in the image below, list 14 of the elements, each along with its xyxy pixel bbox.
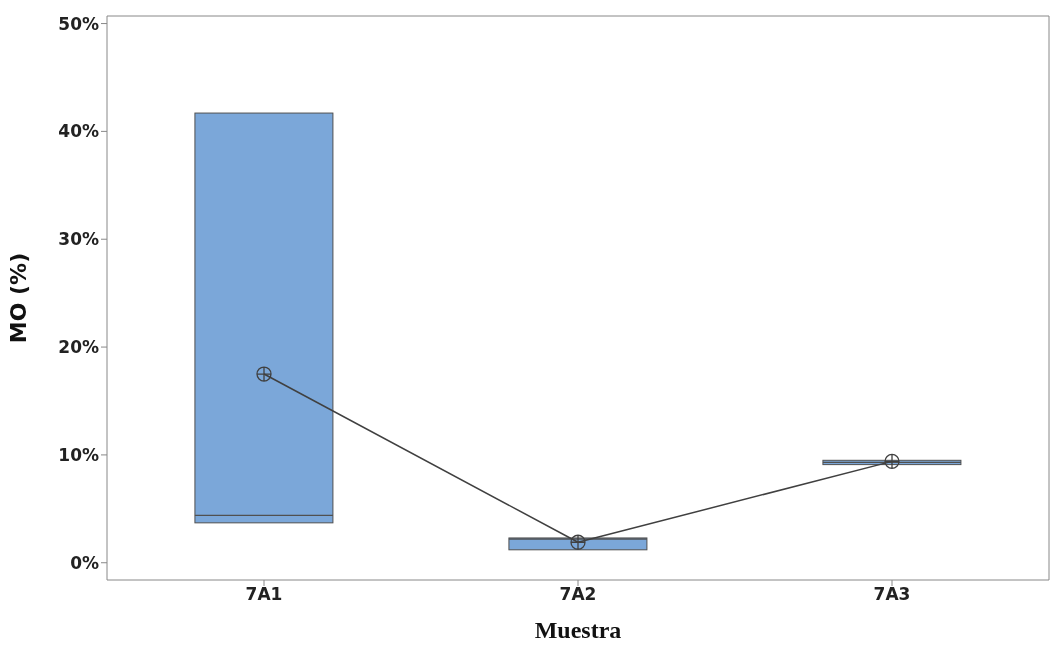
y-tick-label: 10% [58,444,99,465]
point [884,453,900,470]
y-tick-label: 0% [70,552,99,573]
y-tick-label: 20% [58,337,99,358]
y-axis-title: MO (%) [5,252,31,344]
x-tick-label: 7A2 [559,584,597,605]
x-tick-label: 7A1 [245,584,283,605]
y-tick-label: 30% [58,229,99,250]
point [256,366,272,382]
point [570,534,586,550]
y-tick-label: 40% [58,121,99,142]
x-tick-label: 7A3 [873,584,911,605]
y-tick-label: 50% [58,13,99,34]
x-axis-title: Muestra [534,617,622,643]
